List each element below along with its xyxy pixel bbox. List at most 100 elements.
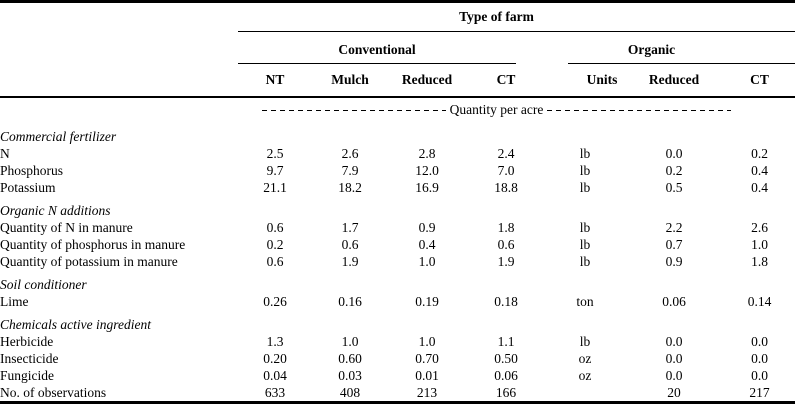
data-cell: 0.0 bbox=[665, 351, 683, 366]
data-cell: 0.01 bbox=[415, 368, 439, 383]
row-label: Lime bbox=[0, 294, 29, 309]
row-label: Quantity of N in manure bbox=[0, 220, 133, 235]
row-label: Quantity of phosphorus in manure bbox=[0, 237, 186, 252]
data-cell: 0.5 bbox=[665, 180, 683, 195]
data-cell: 7.9 bbox=[341, 163, 359, 178]
unit-cell: oz bbox=[578, 368, 592, 383]
data-cell: 408 bbox=[339, 384, 361, 400]
section-label: Organic N additions bbox=[0, 203, 111, 218]
data-cell: 633 bbox=[264, 384, 286, 400]
data-cell: 7.0 bbox=[497, 163, 515, 178]
data-cell: 0.06 bbox=[494, 368, 518, 383]
table-row: Quantity of phosphorus in manure 0.2 0.6… bbox=[0, 237, 795, 254]
table-title: Type of farm bbox=[459, 9, 534, 24]
unit-cell: lb bbox=[579, 180, 591, 195]
data-cell: 0.20 bbox=[263, 351, 287, 366]
data-cell: 0.0 bbox=[665, 334, 683, 349]
row-label: Quantity of potassium in manure bbox=[0, 254, 178, 269]
data-cell: 1.8 bbox=[497, 220, 515, 235]
data-cell: 0.2 bbox=[751, 146, 768, 161]
data-cell: 0.06 bbox=[662, 294, 686, 309]
data-cell: 0.6 bbox=[341, 237, 359, 252]
data-cell: 1.0 bbox=[418, 254, 436, 269]
section-row: Soil conditioner bbox=[0, 271, 795, 294]
data-cell: 0.60 bbox=[338, 351, 362, 366]
data-cell: 1.7 bbox=[341, 220, 359, 235]
data-cell: 2.6 bbox=[341, 146, 359, 161]
data-cell: 0.4 bbox=[418, 237, 436, 252]
unit-cell: lb bbox=[579, 163, 591, 178]
data-cell: 2.2 bbox=[665, 220, 683, 235]
empty-stub-cell bbox=[0, 2, 238, 32]
column-header-ct-conv: CT bbox=[466, 63, 546, 98]
data-cell: 0.19 bbox=[415, 294, 439, 309]
data-cell: 213 bbox=[416, 384, 438, 400]
observations-row: No. of observations 633 408 213 166 20 2… bbox=[0, 385, 795, 403]
row-label: Herbicide bbox=[0, 334, 54, 349]
unit-cell: lb bbox=[579, 146, 591, 161]
data-cell: 2.8 bbox=[418, 146, 436, 161]
table-row: Quantity of potassium in manure 0.6 1.9 … bbox=[0, 254, 795, 271]
unit-cell: lb bbox=[579, 254, 591, 269]
data-cell: 0.0 bbox=[665, 146, 683, 161]
data-cell: 12.0 bbox=[415, 163, 439, 178]
data-cell: 0.6 bbox=[497, 237, 515, 252]
data-cell: 1.9 bbox=[497, 254, 515, 269]
conventional-group-cell: Conventional bbox=[238, 32, 546, 64]
data-cell: 0.6 bbox=[266, 220, 284, 235]
data-cell: 166 bbox=[495, 384, 517, 400]
unit-cell bbox=[546, 385, 624, 403]
data-cell: 1.8 bbox=[751, 254, 768, 269]
data-cell: 0.26 bbox=[263, 294, 287, 309]
organic-group-cell: Organic bbox=[546, 32, 795, 64]
row-label: No. of observations bbox=[0, 384, 107, 400]
data-cell: 0.4 bbox=[751, 180, 768, 195]
column-header-reduced-org: Reduced bbox=[624, 63, 724, 98]
column-header-ct-org: CT bbox=[724, 63, 795, 98]
data-cell: 0.0 bbox=[665, 368, 683, 383]
table-row: Insecticide 0.20 0.60 0.70 0.50 oz 0.0 0… bbox=[0, 351, 795, 368]
empty-stub-cell bbox=[0, 63, 238, 98]
section-label: Chemicals active ingredient bbox=[0, 317, 151, 332]
data-cell: 1.0 bbox=[751, 237, 768, 252]
data-cell: 18.2 bbox=[338, 180, 362, 195]
row-label: Fungicide bbox=[0, 368, 54, 383]
row-label: N bbox=[0, 146, 10, 161]
organic-group-label: Organic bbox=[568, 42, 795, 64]
data-cell: 1.3 bbox=[266, 334, 284, 349]
data-cell: 0.14 bbox=[747, 294, 772, 309]
column-header-reduced-conv: Reduced bbox=[388, 63, 466, 98]
data-cell: 0.7 bbox=[665, 237, 683, 252]
column-header-nt: NT bbox=[238, 63, 312, 98]
row-label: Potassium bbox=[0, 180, 56, 195]
data-cell: 1.1 bbox=[497, 334, 515, 349]
section-row: Commercial fertilizer bbox=[0, 123, 795, 146]
dash-line-right bbox=[547, 109, 732, 111]
data-cell: 0.9 bbox=[665, 254, 683, 269]
data-cell: 20 bbox=[667, 384, 681, 400]
title-cell: Type of farm bbox=[238, 1, 795, 32]
table-row: Phosphorus 9.7 7.9 12.0 7.0 lb 0.2 0.4 bbox=[0, 163, 795, 180]
table-row: Quantity of N in manure 0.6 1.7 0.9 1.8 … bbox=[0, 220, 795, 237]
data-cell: 0.03 bbox=[338, 368, 362, 383]
data-cell: 0.70 bbox=[415, 351, 439, 366]
table-row: Fungicide 0.04 0.03 0.01 0.06 oz 0.0 0.0 bbox=[0, 368, 795, 385]
units-banner-cell: Quantity per acre bbox=[238, 97, 795, 123]
units-banner-label: Quantity per acre bbox=[449, 102, 544, 117]
unit-cell: lb bbox=[579, 220, 591, 235]
data-cell: 217 bbox=[749, 384, 770, 400]
data-cell: 0.50 bbox=[494, 351, 518, 366]
data-cell: 0.6 bbox=[266, 254, 284, 269]
row-label: Insecticide bbox=[0, 351, 59, 366]
table-title-row: Type of farm bbox=[0, 1, 795, 32]
table-row: Lime 0.26 0.16 0.19 0.18 ton 0.06 0.14 bbox=[0, 294, 795, 311]
section-row: Chemicals active ingredient bbox=[0, 311, 795, 334]
table-row: Potassium 21.1 18.2 16.9 18.8 lb 0.5 0.4 bbox=[0, 180, 795, 197]
conventional-group-label: Conventional bbox=[238, 42, 516, 64]
data-cell: 18.8 bbox=[494, 180, 518, 195]
data-cell: 0.2 bbox=[266, 237, 284, 252]
unit-cell: oz bbox=[578, 351, 592, 366]
data-cell: 2.5 bbox=[266, 146, 284, 161]
table-row: Herbicide 1.3 1.0 1.0 1.1 lb 0.0 0.0 bbox=[0, 334, 795, 351]
